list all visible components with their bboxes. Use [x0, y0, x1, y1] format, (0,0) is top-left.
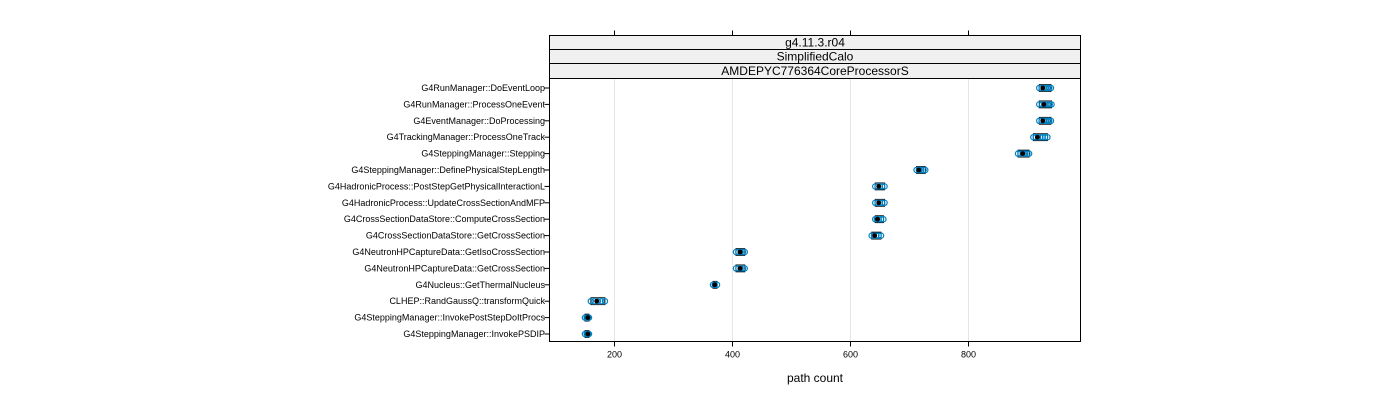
- data-point: [1047, 117, 1055, 125]
- category-label: CLHEP::RandGaussQ::transformQuick: [389, 296, 545, 306]
- median-point: [594, 298, 600, 304]
- strip-3: AMDEPYC776364CoreProcessorS: [549, 63, 1081, 79]
- category-label: G4NeutronHPCaptureData::GetCrossSection: [364, 263, 545, 273]
- strip-1-label: g4.11.3.r04: [785, 36, 845, 50]
- data-point: [601, 298, 609, 305]
- category-label: G4Nucleus::GetThermalNucleus: [415, 280, 545, 290]
- grid-lines: [614, 78, 969, 342]
- category-label: G4SteppingManager::InvokePostStepDoItPro…: [354, 313, 545, 323]
- data-point: [880, 215, 887, 223]
- strip-1: g4.11.3.r04: [549, 35, 1081, 50]
- x-axis-title: path count: [787, 371, 844, 385]
- strip-2: SimplifiedCalo: [549, 49, 1081, 64]
- data-point: [1044, 133, 1051, 141]
- median-point: [737, 266, 743, 271]
- category-label: G4HadronicProcess::UpdateCrossSectionAnd…: [342, 198, 545, 208]
- data-point: [1047, 84, 1055, 92]
- data-point: [587, 298, 595, 305]
- category-label: G4EventManager::DoProcessing: [413, 116, 545, 126]
- median-point: [876, 200, 882, 206]
- category-label: G4RunManager::DoEventLoop: [421, 83, 545, 93]
- data-point: [881, 183, 888, 190]
- median-point: [1035, 134, 1040, 140]
- strip-2-label: SimplifiedCalo: [777, 50, 854, 64]
- median-point: [737, 249, 743, 255]
- median-point: [585, 315, 591, 320]
- data-point: [1048, 101, 1055, 108]
- data-point: [922, 166, 929, 174]
- strip-3-background: [549, 63, 1081, 79]
- data-point: [711, 281, 718, 288]
- median-point: [712, 282, 718, 288]
- median-point: [872, 233, 877, 239]
- x-tick-label: 400: [725, 350, 740, 360]
- median-point: [585, 331, 591, 337]
- category-label: G4TrackingManager::ProcessOneTrack: [387, 132, 546, 142]
- median-point: [1041, 102, 1047, 107]
- x-tick-label: 600: [843, 350, 858, 360]
- category-label: G4RunManager::ProcessOneEvent: [403, 99, 545, 109]
- category-labels: G4RunManager::DoEventLoopG4RunManager::P…: [328, 83, 546, 339]
- data-point: [877, 232, 885, 239]
- x-axis-ticks: 200 400 600 800: [544, 30, 976, 360]
- category-label: G4NeutronHPCaptureData::GetIsoCrossSecti…: [352, 247, 545, 257]
- median-point: [1040, 118, 1046, 124]
- data-point: [881, 199, 888, 206]
- category-label: G4CrossSectionDataStore::GetCrossSection: [366, 231, 545, 241]
- x-tick-label: 800: [961, 350, 976, 360]
- data-marks: [581, 84, 1055, 338]
- median-point: [876, 184, 882, 189]
- data-point: [1041, 133, 1049, 141]
- median-point: [916, 167, 922, 173]
- category-label: G4SteppingManager::InvokePSDIP: [403, 329, 545, 339]
- category-label: G4HadronicProcess::PostStepGetPhysicalIn…: [328, 181, 545, 191]
- range-box: [590, 297, 606, 306]
- median-point: [875, 216, 880, 222]
- category-label: G4SteppingManager::DefinePhysicalStepLen…: [351, 165, 545, 175]
- median-point: [1040, 85, 1046, 91]
- category-label: G4CrossSectionDataStore::ComputeCrossSec…: [344, 214, 545, 224]
- plot-panel-border: [549, 78, 1081, 342]
- data-point: [1025, 150, 1033, 157]
- median-point: [1020, 151, 1026, 157]
- category-label: G4SteppingManager::Stepping: [421, 149, 545, 159]
- x-tick-label: 200: [607, 350, 622, 360]
- strip-3-label: AMDEPYC776364CoreProcessorS: [721, 64, 908, 78]
